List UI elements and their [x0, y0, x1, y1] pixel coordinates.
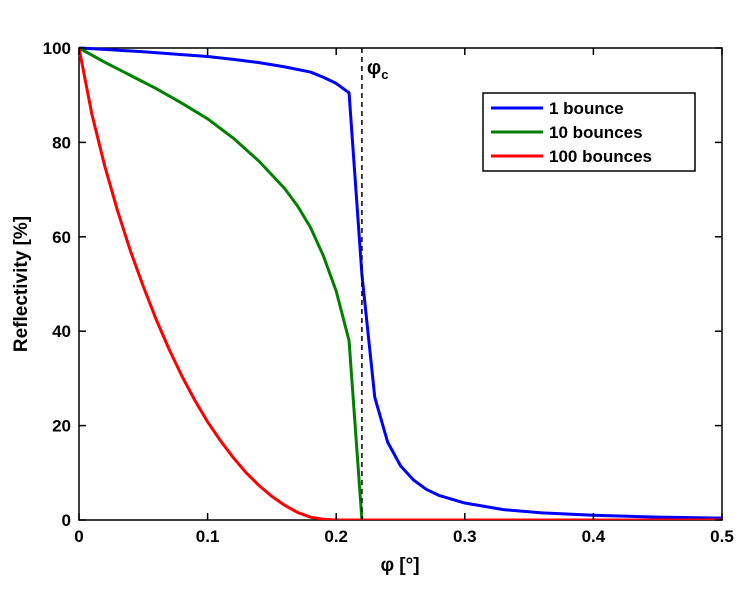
series-line-2	[79, 46, 722, 520]
y-tick-label: 60	[52, 228, 71, 247]
series-line-3	[79, 47, 722, 520]
y-tick-label: 100	[43, 39, 71, 58]
legend-label: 10 bounces	[549, 123, 643, 142]
x-tick-label: 0.1	[196, 527, 220, 546]
x-tick-label: 0.5	[710, 527, 734, 546]
y-tick-label: 40	[52, 322, 71, 341]
legend-label: 100 bounces	[549, 147, 652, 166]
annotations: φc	[361, 48, 389, 520]
x-tick-label: 0	[74, 527, 83, 546]
y-axis-ticks: 0 20 40 60 80 100	[43, 39, 722, 530]
y-tick-label: 80	[52, 133, 71, 152]
legend-label: 1 bounce	[549, 99, 624, 118]
legend: 1 bounce 10 bounces 100 bounces	[482, 92, 696, 172]
y-axis-label: Reflectivity [%]	[11, 216, 32, 352]
x-axis-label: φ [°]	[380, 555, 419, 576]
x-axis-ticks: 0 0.1 0.2 0.3 0.4 0.5	[74, 48, 734, 546]
x-tick-label: 0.4	[582, 527, 606, 546]
x-tick-label: 0.2	[324, 527, 348, 546]
y-tick-label: 20	[52, 417, 71, 436]
y-tick-label: 0	[62, 511, 71, 530]
critical-angle-label: φc	[367, 57, 389, 82]
x-tick-label: 0.3	[453, 527, 477, 546]
